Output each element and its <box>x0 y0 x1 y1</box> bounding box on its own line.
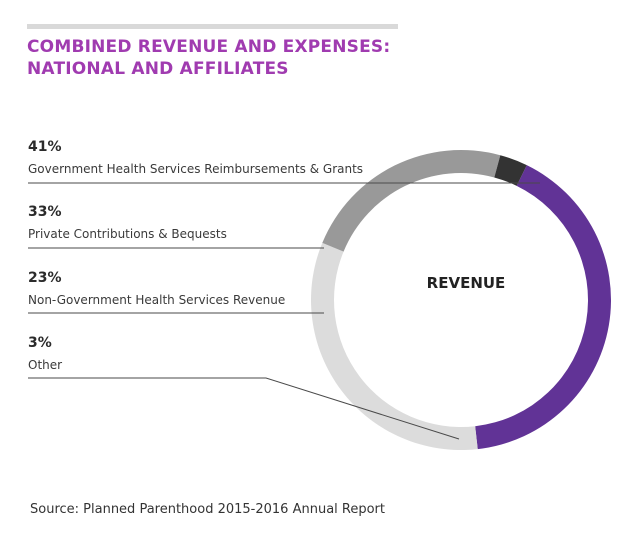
legend-label: Private Contributions & Bequests <box>28 227 227 241</box>
legend-item-private: 33% Private Contributions & Bequests <box>28 203 358 242</box>
donut-slice-private-contributions-and-bequests <box>310 242 478 450</box>
leader-line-other <box>28 377 460 440</box>
donut-slice-government-health-services-reimbursements-and-grants <box>475 165 612 450</box>
chart-title-line-2: NATIONAL AND AFFILIATES <box>27 59 289 79</box>
source-note: Source: Planned Parenthood 2015-2016 Ann… <box>30 502 385 517</box>
legend-label: Other <box>28 358 63 372</box>
chart-title-line-1: COMBINED REVENUE AND EXPENSES: <box>27 37 391 57</box>
legend-percent: 23% <box>28 270 62 286</box>
leader-lines <box>28 182 540 440</box>
donut-slice-non-government-health-services-revenue <box>322 150 501 252</box>
title-divider <box>27 24 398 29</box>
legend-label: Government Health Services Reimbursement… <box>28 162 364 176</box>
legend-item-government: 41% Government Health Services Reimburse… <box>28 138 364 177</box>
legend-item-non-government: 23% Non-Government Health Services Reven… <box>28 269 358 308</box>
donut-center-label: REVENUE <box>427 274 506 292</box>
donut-slice-other <box>494 155 527 186</box>
legend-percent: 3% <box>28 335 52 351</box>
legend-label: Non-Government Health Services Revenue <box>28 293 286 307</box>
donut-slices <box>310 150 612 450</box>
chart-title: COMBINED REVENUE AND EXPENSES: NATIONAL … <box>27 36 390 80</box>
legend-percent: 41% <box>28 139 62 155</box>
legend-percent: 33% <box>28 204 62 220</box>
legend-item-other: 3% Other <box>28 334 358 373</box>
